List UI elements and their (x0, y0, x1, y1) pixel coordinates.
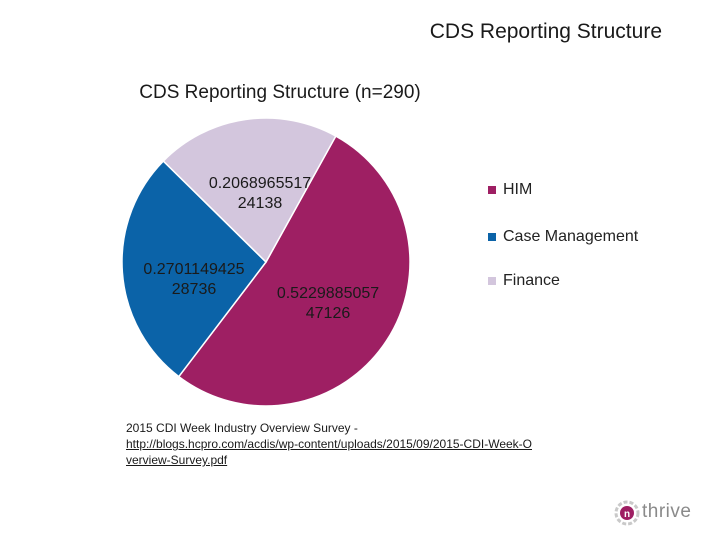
data-label-case-management: 0.2701149425 28736 (143, 261, 244, 298)
slide-title: CDS Reporting Structure (429, 20, 662, 43)
data-label-finance: 0.2068965517 24138 (209, 175, 311, 212)
legend-swatch-finance (488, 277, 496, 285)
legend-item-finance: Finance (488, 272, 560, 290)
pie-slice-case-management (121, 159, 267, 378)
legend-label-him: HIM (503, 181, 533, 198)
data-label-him: 0.5229885057 47126 (277, 285, 379, 322)
source-link[interactable]: http://blogs.hcpro.com/acdis/wp-content/… (126, 437, 532, 467)
legend-item-case-management: Case Management (488, 228, 638, 246)
logo-text: thrive (642, 501, 692, 522)
legend-swatch-him (488, 186, 496, 194)
legend-label-finance: Finance (503, 272, 560, 289)
chart-title: CDS Reporting Structure (n=290) (139, 82, 421, 103)
legend-label-case-management: Case Management (503, 228, 639, 245)
legend-item-him: HIM (488, 181, 532, 199)
legend-swatch-case-management (488, 233, 496, 241)
pie-slice-finance (162, 117, 337, 264)
pie-slice-him (177, 135, 411, 407)
nthrive-n-icon: n (614, 500, 640, 526)
source-citation: 2015 CDI Week Industry Overview Survey -… (126, 420, 536, 468)
svg-text:n: n (624, 509, 630, 520)
nthrive-logo: n thrive (612, 497, 702, 529)
source-text: 2015 CDI Week Industry Overview Survey - (126, 421, 358, 435)
